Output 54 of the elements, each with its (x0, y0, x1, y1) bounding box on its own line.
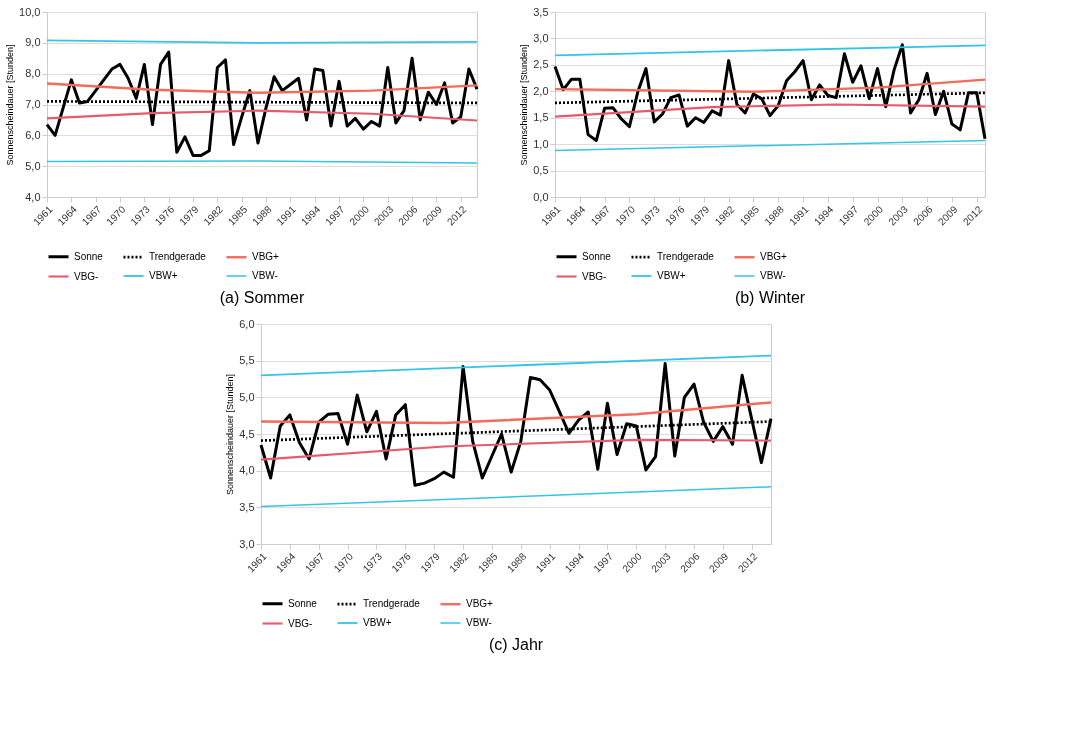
legend-label: VBW- (760, 270, 786, 281)
y-tick-label: 1,5 (533, 111, 549, 124)
y-tick-label: 3,5 (533, 5, 549, 18)
line-series (45, 109, 479, 122)
line-series (45, 82, 479, 94)
y-tick-label: 5,0 (239, 390, 255, 403)
legend-label: VBW+ (363, 617, 392, 628)
legend-label: VBG+ (760, 251, 788, 263)
y-tick-label: 4,5 (239, 427, 255, 440)
line-series (553, 103, 987, 118)
y-tick-label: 2,0 (533, 84, 549, 97)
legend-label: VBW- (252, 270, 278, 281)
legend-label: VBW- (466, 617, 492, 628)
y-axis-title: Sonnenscheindauer [Stunden] (519, 44, 530, 166)
line-series (45, 50, 479, 157)
legend-label: VBG+ (252, 251, 280, 263)
y-tick-label: 0,0 (533, 190, 549, 203)
y-tick-label: 5,5 (239, 354, 255, 367)
y-tick-label: 6,0 (239, 317, 255, 330)
legend-label: Trendgerade (149, 251, 207, 263)
text: (a) Sommer (219, 289, 305, 306)
y-tick-label: 3,0 (239, 537, 255, 550)
line-series (553, 78, 987, 94)
y-tick-label: 1,0 (533, 137, 549, 150)
line-series (259, 401, 773, 425)
y-tick-label: 5,0 (25, 159, 41, 172)
y-axis-title: Sonnenscheindauer [Stunden] (225, 373, 236, 496)
legend-label: VBW+ (149, 270, 178, 281)
text: (b) Winter (734, 289, 806, 306)
legend-label: Sonne (288, 597, 318, 609)
legend-label: VBG- (74, 270, 99, 282)
y-tick-label: 8,0 (25, 67, 41, 80)
legend-label: Sonne (74, 250, 104, 262)
y-tick-label: 10,0 (19, 5, 41, 18)
y-tick-label: 3,0 (533, 31, 549, 44)
y-tick-label: 6,0 (25, 128, 41, 141)
y-tick-label: 9,0 (25, 36, 41, 49)
y-tick-label: 3,5 (239, 500, 255, 513)
line-series (553, 43, 987, 142)
y-tick-label: 7,0 (25, 98, 41, 110)
line-series (259, 438, 773, 461)
y-tick-label: 0,5 (533, 164, 549, 177)
y-tick-label: 2,5 (533, 58, 549, 71)
y-tick-label: 4,0 (239, 464, 255, 477)
legend-label: Trendgerade (657, 251, 715, 263)
text: (c) Jahr (488, 636, 544, 653)
legend-label: VBG- (582, 270, 607, 282)
legend-label: VBG- (288, 617, 313, 629)
y-tick-label: 4,0 (25, 190, 41, 203)
legend-label: VBG+ (466, 598, 494, 610)
legend-label: VBW+ (657, 270, 686, 281)
y-axis-title: Sonnenscheindauer [Stunden] (5, 44, 16, 166)
legend-label: Trendgerade (363, 598, 421, 610)
legend-label: Sonne (582, 250, 612, 262)
